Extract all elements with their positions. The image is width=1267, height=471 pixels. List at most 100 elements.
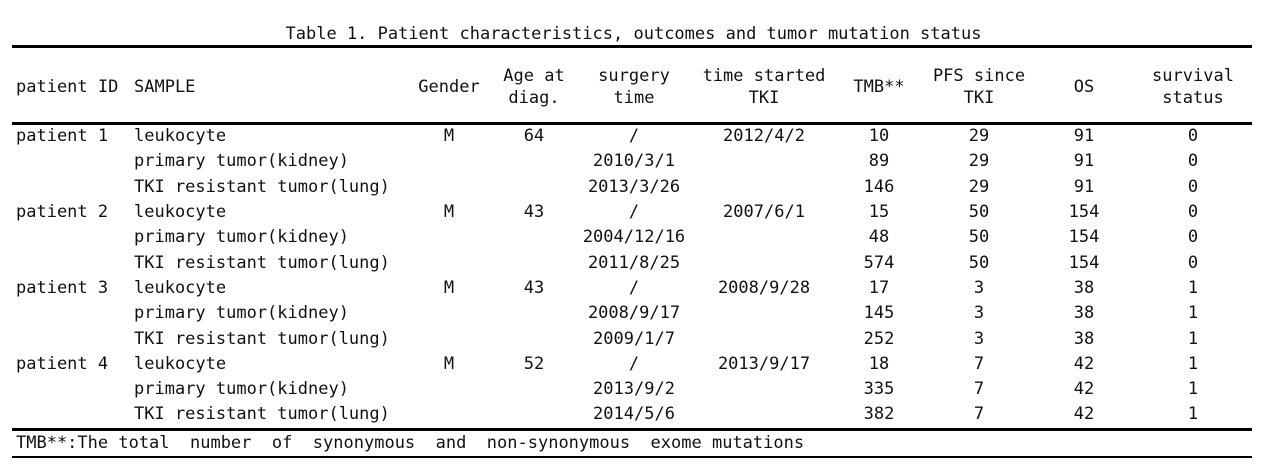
cell-os: 154 [1068,227,1100,248]
cell-time-started-tki: 2008/9/28 [717,277,811,298]
cell-pfs: 50 [968,252,990,273]
cell-pfs: 29 [968,151,990,172]
cell-survival-status: 1 [1187,353,1199,374]
cell-os: 154 [1068,252,1100,273]
cell-time-started-tki: 2013/9/17 [717,353,811,374]
cell-os: 91 [1073,176,1095,197]
cell-survival-status: 1 [1187,303,1199,324]
cell-pfs: 3 [973,303,985,324]
cell-patient-id: patient 4 [16,353,109,374]
cell-surgery-time: 2013/9/2 [593,379,675,400]
cell-os: 42 [1073,379,1095,400]
cell-surgery-time: 2013/3/26 [587,176,681,197]
table-row: primary tumor(kidney) 2013/9/2 335 7 42 1 [12,377,1252,402]
cell-pfs: 7 [973,353,985,374]
bottom-rule [12,428,1252,431]
cell-tmb: 574 [863,252,895,273]
cell-time-started-tki [694,250,834,275]
cell-os: 38 [1073,277,1095,298]
cell-pfs: 29 [968,126,990,147]
cell-time-started-tki [694,301,834,326]
top-rule [12,45,1252,48]
table-row: TKI resistant tumor(lung) 2014/5/6 382 7 42 1 [12,402,1252,427]
header-surgery-time: surgery time [598,66,670,108]
cell-tmb: 18 [868,353,890,374]
cell-patient-id [12,250,134,275]
cell-os: 42 [1073,353,1095,374]
cell-age: 43 [523,202,545,223]
header-survival-status: survival status [1152,66,1234,108]
cell-sample: leukocyte [134,126,227,147]
table-row: patient 4 leukocyte M 52 / 2013/9/17 18 7 42 1 [12,352,1252,377]
cell-tmb: 48 [868,227,890,248]
cell-survival-status: 0 [1187,227,1199,248]
cell-pfs: 3 [973,328,985,349]
header-gender: Gender [418,77,480,97]
cell-os: 91 [1073,126,1095,147]
cell-patient-id: patient 1 [16,126,109,147]
table-caption: Table 1. Patient characteristics, outcom… [285,24,982,44]
cell-sample: TKI resistant tumor(lung) [134,328,390,349]
cell-age [494,175,574,200]
cell-patient-id [12,301,134,326]
cell-age: 52 [523,353,545,374]
header-sample: SAMPLE [134,77,196,97]
header-row: patient ID SAMPLE Gender Age at diag. sur… [12,50,1252,124]
cell-patient-id [12,225,134,250]
cell-patient-id: patient 2 [16,202,109,223]
cell-age: 64 [523,126,545,147]
cell-gender: M [443,353,455,374]
cell-patient-id [12,149,134,174]
cell-survival-status: 1 [1187,277,1199,298]
cell-gender [404,402,494,427]
cell-gender [404,149,494,174]
cell-surgery-time: / [628,202,640,223]
cell-os: 42 [1073,404,1095,425]
patient-table: patient ID SAMPLE Gender Age at diag. sur… [12,50,1252,428]
cell-surgery-time: / [628,277,640,298]
cell-survival-status: 0 [1187,252,1199,273]
cell-tmb: 15 [868,202,890,223]
cell-os: 91 [1073,151,1095,172]
header-tmb: TMB** [853,77,905,97]
cell-patient-id: patient 3 [16,277,109,298]
header-age: Age at diag. [503,66,565,108]
cell-gender [404,301,494,326]
cell-sample: TKI resistant tumor(lung) [134,252,390,273]
cell-survival-status: 0 [1187,202,1199,223]
cell-tmb: 145 [863,303,895,324]
cell-sample: primary tumor(kidney) [134,379,349,400]
cell-tmb: 335 [863,379,895,400]
cell-survival-status: 1 [1187,328,1199,349]
table-row: patient 1 leukocyte M 64 / 2012/4/2 10 29 91 0 [12,124,1252,149]
cell-tmb: 382 [863,404,895,425]
cell-age [494,149,574,174]
cell-time-started-tki: 2012/4/2 [723,126,805,147]
header-pfs: PFS since TKI [932,66,1026,108]
cell-survival-status: 1 [1187,379,1199,400]
cell-surgery-time: 2008/9/17 [587,303,681,324]
cell-gender: M [443,126,455,147]
table-row: TKI resistant tumor(lung) 2009/1/7 252 3 38 1 [12,326,1252,351]
cell-surgery-time: 2004/12/16 [582,227,686,248]
cell-surgery-time: 2010/3/1 [593,151,675,172]
cell-sample: leukocyte [134,353,227,374]
table-row: TKI resistant tumor(lung) 2011/8/25 574 50 1… [12,250,1252,275]
cell-age [494,326,574,351]
cell-age [494,250,574,275]
cell-time-started-tki [694,326,834,351]
cell-sample: leukocyte [134,277,227,298]
cell-tmb: 17 [868,277,890,298]
cell-age: 43 [523,277,545,298]
cell-pfs: 50 [968,227,990,248]
cell-sample: primary tumor(kidney) [134,151,349,172]
cell-gender [404,225,494,250]
cell-surgery-time: 2011/8/25 [587,252,681,273]
cell-gender [404,175,494,200]
cell-os: 154 [1068,202,1100,223]
cell-time-started-tki [694,149,834,174]
table-row: patient 2 leukocyte M 43 / 2007/6/1 15 50 154 0 [12,200,1252,225]
cell-surgery-time: 2009/1/7 [593,328,675,349]
cell-age [494,301,574,326]
cell-time-started-tki: 2007/6/1 [723,202,805,223]
